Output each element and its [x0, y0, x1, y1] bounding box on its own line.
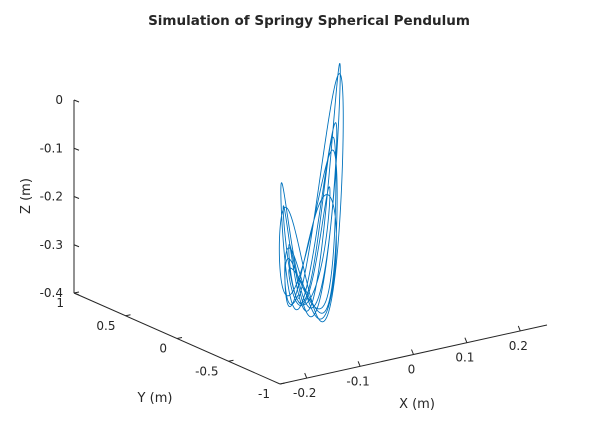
x-tick-label: 0 — [408, 363, 416, 377]
x-tick-label: -0.1 — [346, 374, 369, 388]
z-tick-label: -0.4 — [40, 286, 63, 300]
y-tick-label: 0.5 — [96, 319, 115, 333]
z-tick-label: -0.3 — [40, 238, 63, 252]
y-tick-label: 0 — [159, 342, 167, 356]
x-tick — [464, 337, 468, 343]
pendulum-trajectory-line — [278, 62, 344, 323]
chart-title: Simulation of Springy Spherical Pendulum — [148, 13, 470, 29]
y-tick-label: -0.5 — [195, 364, 218, 378]
y-tick — [279, 382, 286, 385]
x-tick-label: 0.2 — [509, 339, 528, 353]
x-tick-label: 0.1 — [455, 351, 474, 365]
z-tick-label: -0.2 — [40, 190, 63, 204]
z-tick — [73, 244, 80, 248]
x-tick — [411, 349, 414, 355]
y-tick — [125, 314, 131, 317]
z-tick — [73, 292, 80, 296]
tick-labels: -0.2 -0.1 0 0.1 0.2 -1 -0.5 0 0.5 1-0.4 -0.3 -0.2 -0… — [40, 93, 528, 401]
tick-marks — [73, 99, 521, 385]
z-tick-label: 0 — [55, 93, 63, 107]
z-tick — [73, 99, 80, 103]
x-tick-label: -0.2 — [293, 386, 316, 400]
x-axis-label: X (m) — [399, 397, 435, 412]
x-tick — [517, 325, 521, 332]
z-tick — [73, 196, 80, 199]
x-tick — [357, 361, 361, 367]
y-tick — [228, 359, 234, 362]
y-tick-label: -1 — [258, 387, 270, 401]
z-axis-label: Z (m) — [19, 178, 34, 214]
y-tick-label: 1 — [56, 296, 64, 310]
z-tick-label: -0.1 — [40, 141, 63, 155]
y-axis-label: Y (m) — [137, 391, 173, 406]
x-tick — [304, 372, 308, 379]
y-tick — [176, 337, 183, 339]
z-tick — [73, 147, 80, 151]
